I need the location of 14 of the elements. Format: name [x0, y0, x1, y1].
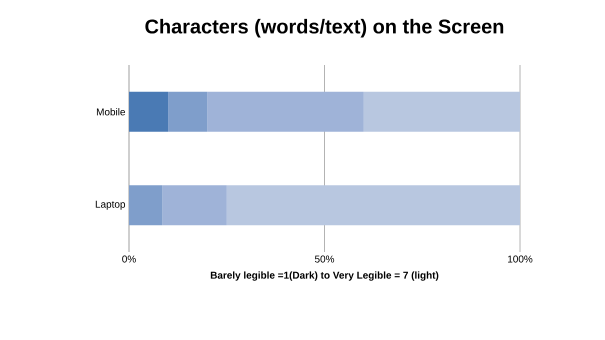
x-tick-label: 100%: [508, 256, 532, 263]
x-axis-title: Barely legible =1(Dark) to Very Legible = 7 (light): [210, 271, 438, 281]
y-tick-label: Mobile: [96, 108, 126, 116]
bar: [162, 185, 227, 226]
bar: [168, 92, 208, 132]
bar: [226, 185, 520, 226]
bar: [129, 185, 162, 226]
bar: [207, 92, 364, 132]
x-tick-label: 50%: [314, 256, 334, 263]
bar: [364, 92, 520, 132]
x-tick-label: 0%: [122, 256, 136, 263]
y-tick-label: Laptop: [96, 200, 126, 210]
bar: [129, 92, 168, 132]
chart-title: Characters (words/text) on the Screen: [145, 18, 504, 38]
